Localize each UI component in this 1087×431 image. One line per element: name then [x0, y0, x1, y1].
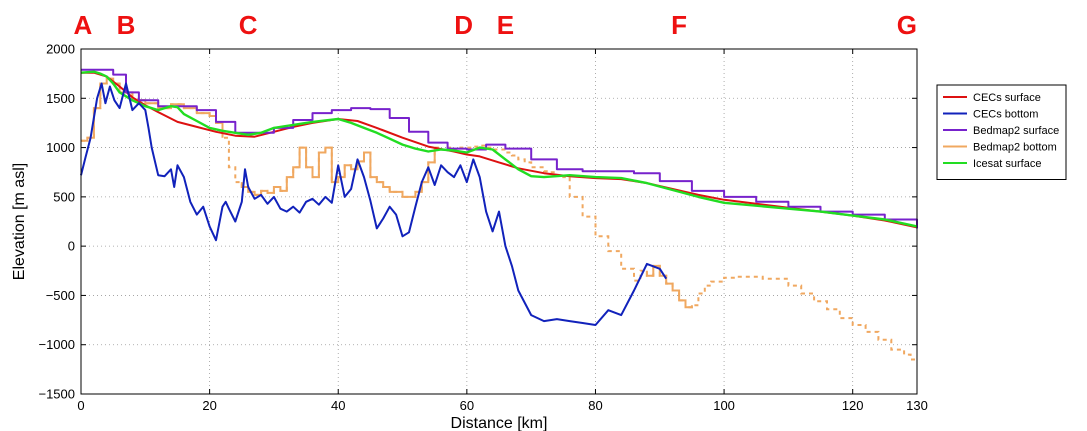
series-line: [81, 71, 918, 229]
series-icesat-surface: [80, 70, 918, 228]
y-tick-label: 1000: [46, 140, 75, 155]
series-line-dashed: [81, 77, 917, 361]
plot-frame: [80, 48, 918, 395]
series-cecs-surface: [81, 71, 918, 229]
x-tick-label: 120: [842, 398, 864, 413]
legend: CECs surface CECs bottom Bedmap2 surface Be…: [936, 84, 1067, 180]
legend-item-bedmap2-bottom: Bedmap2 bottom: [943, 142, 1057, 154]
marker-letter-b: B: [117, 10, 136, 40]
x-tick-label: 80: [588, 398, 602, 413]
x-tick-label: 60: [460, 398, 474, 413]
marker-letter-e: E: [497, 10, 514, 40]
y-tick-label: 500: [53, 189, 75, 204]
x-tick-label: 20: [202, 398, 216, 413]
grid-layer: [81, 49, 917, 394]
legend-label: Bedmap2 surface: [973, 125, 1059, 137]
legend-item-bedmap2-surface: Bedmap2 surface: [943, 125, 1059, 137]
x-tick-label: 40: [331, 398, 345, 413]
series-line: [81, 68, 918, 229]
tick-layer: 0 20 40 60 80 100 120 130 −1500 −1000 −500 0 500 1000…: [38, 42, 927, 414]
marker-letter-c: C: [239, 10, 258, 40]
marker-letter-a: A: [74, 10, 93, 40]
y-axis-title: Elevation [m asl]: [11, 163, 28, 280]
legend-label: CECs surface: [973, 92, 1041, 104]
series-bedmap2-surface: [81, 68, 918, 229]
marker-letter-d: D: [454, 10, 473, 40]
y-tick-label: 2000: [46, 42, 75, 57]
legend-label: Icesat surface: [973, 158, 1041, 170]
y-tick-label: −500: [46, 288, 75, 303]
series-line-solid: [645, 264, 693, 309]
legend-item-cecs-surface: CECs surface: [943, 92, 1041, 104]
y-tick-label: −1500: [38, 387, 75, 402]
y-tick-label: −1000: [38, 337, 75, 352]
marker-letter-f: F: [671, 10, 687, 40]
series-layer: [80, 68, 918, 361]
marker-letter-g: G: [897, 10, 917, 40]
x-tick-label: 130: [906, 398, 928, 413]
series-line: [80, 82, 668, 326]
series-cecs-bottom: [80, 82, 668, 326]
x-tick-label: 100: [713, 398, 735, 413]
y-tick-label: 1500: [46, 91, 75, 106]
x-tick-label: 0: [77, 398, 84, 413]
legend-item-icesat-surface: Icesat surface: [943, 158, 1041, 170]
legend-label: CECs bottom: [973, 109, 1038, 121]
series-line: [80, 70, 918, 228]
legend-label: Bedmap2 bottom: [973, 142, 1057, 154]
y-tick-label: 0: [68, 239, 75, 254]
x-axis-title: Distance [km]: [451, 415, 548, 431]
legend-item-cecs-bottom: CECs bottom: [943, 109, 1038, 121]
